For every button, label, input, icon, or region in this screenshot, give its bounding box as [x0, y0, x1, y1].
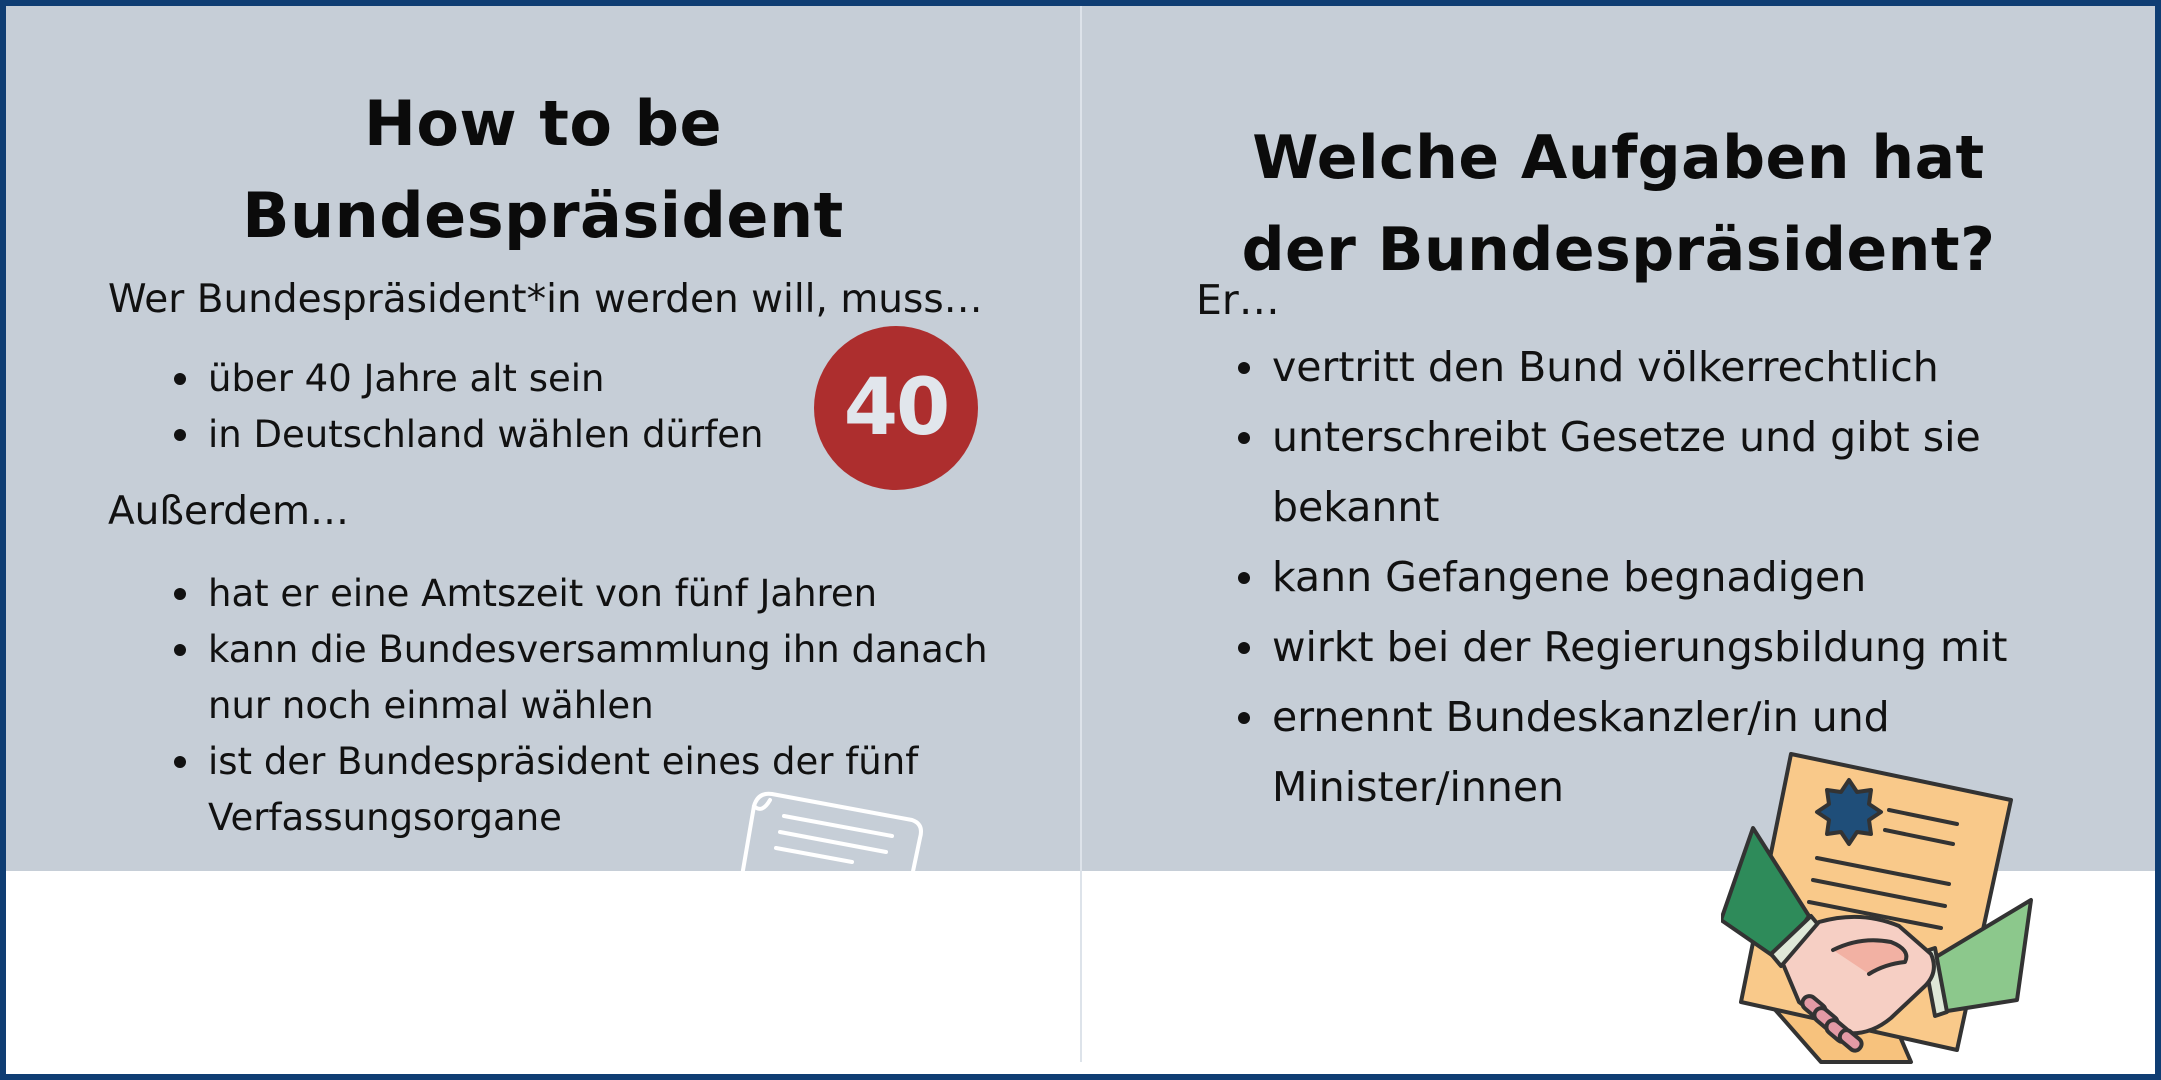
- right-title-line1: Welche Aufgaben hat: [1252, 123, 1985, 193]
- age-badge-label: 40: [843, 363, 951, 453]
- age-badge: 40: [814, 326, 978, 490]
- left-title-line2: Bundespräsident: [242, 179, 844, 252]
- requirements-list: über 40 Jahre alt sein in Deutschland wä…: [168, 351, 818, 463]
- list-item: wirkt bei der Regierungsbildung mit: [1232, 612, 2052, 682]
- right-title-line2: der Bundespräsident?: [1241, 215, 1996, 285]
- list-item: hat er eine Amtszeit von fünf Jahren: [168, 566, 988, 622]
- left-title-line1: How to be: [363, 87, 723, 160]
- left-title: How to be Bundespräsident: [6, 78, 1080, 262]
- list-item: in Deutschland wählen dürfen: [168, 407, 818, 463]
- list-item: ist der Bundespräsident eines der fünf V…: [168, 734, 988, 846]
- right-panel: Welche Aufgaben hat der Bundespräsident?…: [1082, 6, 2155, 871]
- panel-divider: [1080, 6, 1082, 1062]
- duties-intro: Er…: [1196, 276, 1280, 324]
- facts-intro: Außerdem…: [108, 489, 350, 534]
- list-item: kann die Bundesversammlung ihn danach nu…: [168, 622, 988, 734]
- left-panel: How to be Bundespräsident Wer Bundespräs…: [6, 6, 1080, 876]
- slide-frame: How to be Bundespräsident Wer Bundespräs…: [6, 6, 2155, 1074]
- list-item: kann Gefangene begnadigen: [1232, 542, 2052, 612]
- requirements-intro: Wer Bundespräsident*in werden will, muss…: [108, 277, 983, 322]
- list-item: vertritt den Bund völkerrechtlich: [1232, 332, 2052, 402]
- list-item: unterschreibt Gesetze und gibt sie bekan…: [1232, 402, 2052, 542]
- list-item: ernennt Bundeskanzler/in und Minister/in…: [1232, 682, 2052, 822]
- list-item: über 40 Jahre alt sein: [168, 351, 818, 407]
- handshake-certificate-icon: [1721, 752, 2033, 1064]
- duties-list: vertritt den Bund völkerrechtlich unters…: [1232, 332, 2052, 822]
- facts-list: hat er eine Amtszeit von fünf Jahren kan…: [168, 566, 988, 846]
- right-title: Welche Aufgaben hat der Bundespräsident?: [1082, 112, 2155, 296]
- scroll-document-icon: [740, 791, 923, 876]
